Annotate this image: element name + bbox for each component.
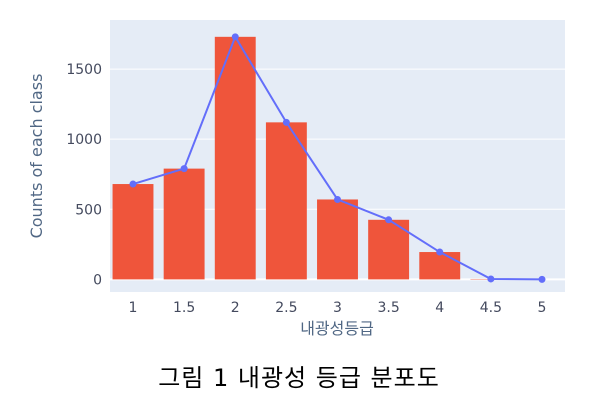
series-point (129, 180, 137, 188)
bar (419, 252, 461, 280)
series-point (385, 216, 393, 224)
figure-caption: 그림 1 내광성 등급 분포도 (158, 364, 440, 392)
bar (112, 184, 154, 280)
bar (265, 122, 307, 280)
x-tick-label: 1.5 (173, 300, 195, 316)
series-point (231, 33, 239, 41)
series-point (282, 118, 290, 126)
x-tick-label: 4.5 (480, 300, 502, 316)
x-tick-label: 3 (333, 300, 342, 316)
x-tick-label: 3.5 (377, 300, 399, 316)
x-tick-label: 2.5 (275, 300, 297, 316)
bars (112, 36, 512, 280)
y-tick-label: 0 (93, 272, 102, 288)
y-axis-ticks: 0 500 1000 1500 (66, 62, 102, 288)
bar (163, 168, 205, 280)
x-axis-title: 내광성등급 (300, 319, 374, 338)
y-axis-title: Counts of each class (27, 74, 46, 239)
series-point (436, 248, 444, 256)
series-point (334, 195, 341, 203)
y-tick-label: 1000 (66, 132, 102, 148)
y-tick-label: 500 (75, 202, 102, 218)
x-tick-label: 1 (129, 300, 138, 316)
bar (317, 199, 358, 280)
series-point (538, 275, 546, 283)
chart: 0 500 1000 1500 1 1.5 2 2.5 3 3.5 4 4.5 5 내광성등급 Cou… (27, 20, 565, 338)
x-axis-ticks: 1 1.5 2 2.5 3 3.5 4 4.5 5 (129, 300, 547, 316)
series-points (129, 33, 546, 283)
x-tick-label: 2 (231, 300, 240, 316)
x-tick-label: 4 (435, 300, 444, 316)
bar (368, 219, 410, 280)
bar (214, 36, 256, 280)
series-point (487, 275, 495, 283)
series-point (180, 165, 188, 173)
y-tick-label: 1500 (66, 62, 102, 78)
x-tick-label: 5 (538, 300, 547, 316)
